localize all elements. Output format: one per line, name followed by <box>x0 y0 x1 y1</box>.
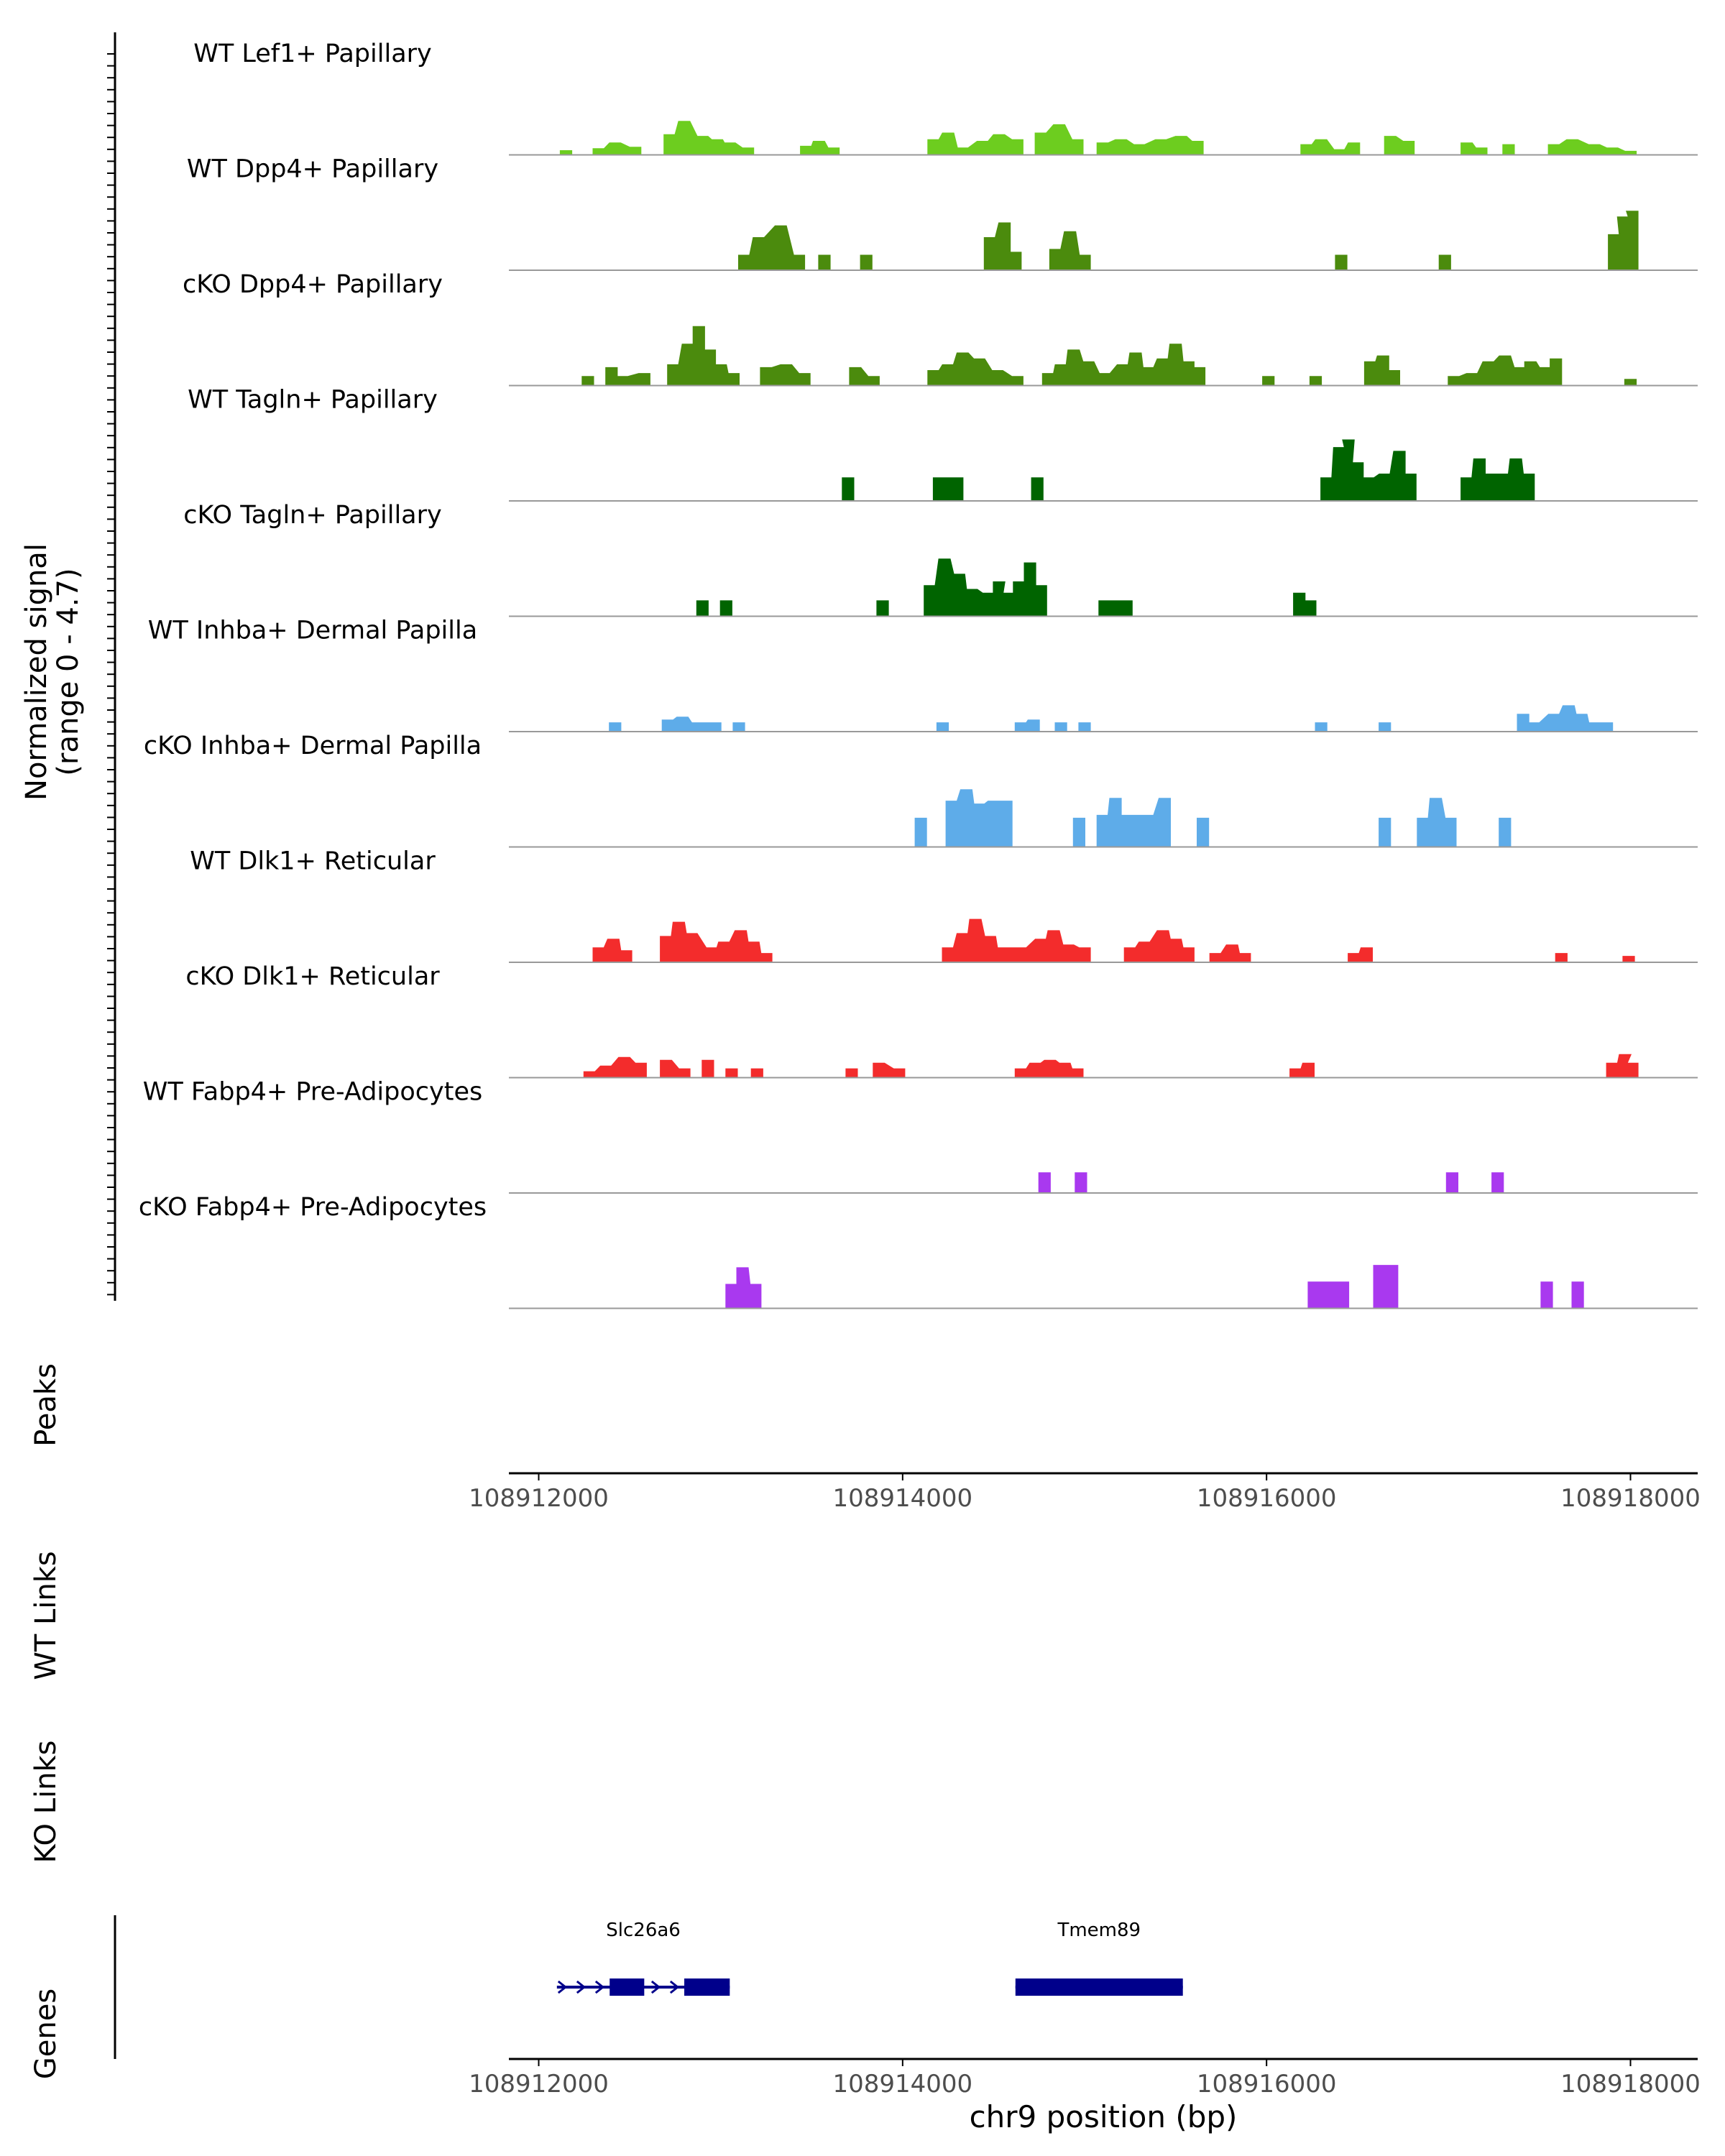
coverage-area <box>583 1054 1639 1079</box>
x-tick-label: 108916000 <box>1197 2070 1337 2099</box>
coverage-area <box>592 918 1635 963</box>
strand-arrow <box>594 1980 605 1994</box>
gene-model: Tmem89 <box>1015 1920 1183 1996</box>
strand-arrow <box>669 1980 680 1994</box>
coverage-area <box>609 705 1614 732</box>
track-label: WT Tagln+ Papillary <box>188 386 438 415</box>
x-axis-label: chr9 position (bp) <box>970 2099 1238 2134</box>
track: cKO Inhba+ Dermal Papilla <box>144 732 1698 848</box>
x-tick-label: 108914000 <box>832 2070 972 2099</box>
track-label: WT Dpp4+ Papillary <box>187 155 438 184</box>
coverage-area <box>738 211 1639 271</box>
track-label: cKO Fabp4+ Pre-Adipocytes <box>139 1193 487 1222</box>
track-label: WT Dlk1+ Reticular <box>190 847 436 876</box>
track: WT Fabp4+ Pre-Adipocytes <box>143 1078 1698 1194</box>
coverage-area <box>581 326 1637 387</box>
track: WT Dlk1+ Reticular <box>190 847 1698 963</box>
track-label: WT Fabp4+ Pre-Adipocytes <box>143 1078 482 1107</box>
x-tick-label: 108912000 <box>469 2070 609 2099</box>
y-axis-label: Normalized signal(range 0 - 4.7) <box>20 543 85 801</box>
x-tick-label: 108914000 <box>832 1484 972 1513</box>
track: WT Tagln+ Papillary <box>188 386 1698 502</box>
x-tick-label: 108912000 <box>469 1484 609 1513</box>
gene-model: Slc26a6 <box>556 1920 730 1996</box>
track: cKO Fabp4+ Pre-Adipocytes <box>139 1193 1698 1309</box>
gene-label: Slc26a6 <box>606 1920 681 1941</box>
coverage-area <box>914 789 1512 848</box>
y-axis-label-line: Normalized signal <box>20 543 53 801</box>
track-label: cKO Tagln+ Papillary <box>183 501 442 530</box>
panel-label-wt-links: WT Links <box>29 1551 63 1680</box>
strand-arrow <box>557 1980 568 1994</box>
gene-label: Tmem89 <box>1057 1920 1141 1941</box>
track: cKO Dlk1+ Reticular <box>185 962 1698 1079</box>
panel-label-genes: Genes <box>29 1989 63 2079</box>
y-axis-label-line: (range 0 - 4.7) <box>52 568 85 775</box>
x-tick-label: 108918000 <box>1560 2070 1701 2099</box>
track-label: WT Inhba+ Dermal Papilla <box>148 617 477 645</box>
x-tick-label: 108916000 <box>1197 1484 1337 1513</box>
coverage-area <box>696 558 1317 617</box>
gene-track: Slc26a6 Tmem89 <box>556 1920 1183 1996</box>
strand-arrow <box>576 1980 586 1994</box>
coverage-area <box>842 439 1535 502</box>
gene-exon <box>610 1978 645 1996</box>
track-label: cKO Dpp4+ Papillary <box>183 270 443 299</box>
track-label: cKO Inhba+ Dermal Papilla <box>144 732 482 760</box>
track-label: cKO Dlk1+ Reticular <box>185 962 440 991</box>
coverage-area <box>725 1265 1584 1309</box>
track: WT Inhba+ Dermal Papilla <box>148 617 1698 732</box>
gene-exon <box>1015 1978 1183 1996</box>
coverage-area <box>559 121 1637 156</box>
track-label: WT Lef1+ Papillary <box>193 40 432 68</box>
x-tick-label: 108918000 <box>1560 1484 1701 1513</box>
strand-arrow <box>650 1980 661 1994</box>
track: cKO Tagln+ Papillary <box>183 501 1698 617</box>
track: WT Dpp4+ Papillary <box>187 155 1698 271</box>
track: cKO Dpp4+ Papillary <box>183 270 1698 387</box>
panel-label-peaks: Peaks <box>29 1363 63 1447</box>
panel-label-ko-links: KO Links <box>29 1741 63 1864</box>
coverage-area <box>1038 1172 1504 1194</box>
coverage-tracks: WT Lef1+ Papillary WT Dpp4+ Papillary cKO … <box>139 40 1698 1309</box>
axes: 108912000 108914000 108916000 108918000 1089… <box>107 32 1701 2099</box>
gene-exon <box>684 1978 730 1996</box>
track: WT Lef1+ Papillary <box>193 40 1698 156</box>
